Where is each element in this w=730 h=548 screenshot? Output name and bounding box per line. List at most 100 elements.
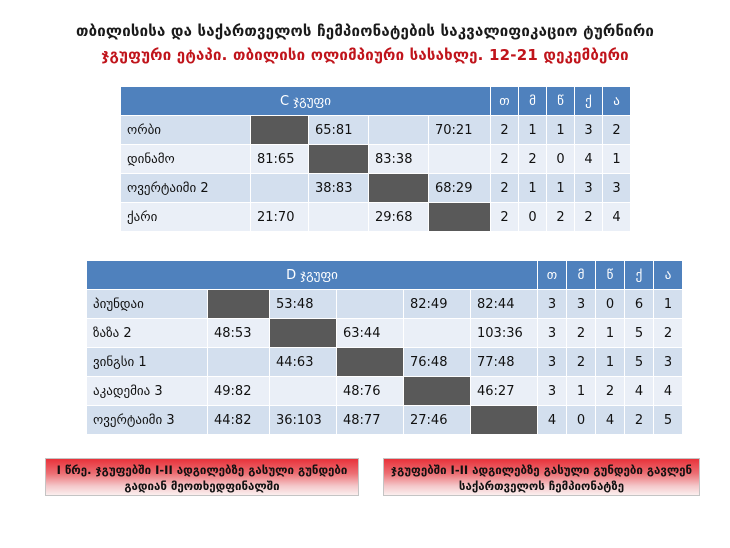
self-match-cell bbox=[250, 115, 309, 145]
stat-lost: 4 bbox=[595, 405, 625, 435]
stat-header-points: ქ bbox=[624, 260, 654, 290]
stat-won: 2 bbox=[566, 318, 596, 348]
score-cell: 27:46 bbox=[403, 405, 471, 435]
score-cell bbox=[403, 318, 471, 348]
stat-played: 2 bbox=[490, 173, 519, 203]
stat-header-place: ა bbox=[653, 260, 683, 290]
stat-place: 1 bbox=[653, 289, 683, 319]
stat-won: 2 bbox=[566, 347, 596, 377]
group-d-title: D ჯგუფი bbox=[86, 260, 538, 290]
stat-points: 3 bbox=[574, 115, 603, 145]
team-name: აკადემია 3 bbox=[86, 376, 208, 406]
score-cell: 65:81 bbox=[308, 115, 369, 145]
group-d-table: D ჯგუფი თ მ წ ქ ა პიუნდაი 53:48 82:49 82… bbox=[86, 260, 683, 435]
table-row: ვინგსი 1 44:63 76:48 77:48 3 2 1 5 3 bbox=[86, 347, 683, 377]
stat-header-points: ქ bbox=[574, 86, 603, 116]
self-match-cell bbox=[403, 376, 471, 406]
team-name: ქარი bbox=[120, 202, 251, 232]
table-row: ქარი 21:70 29:68 2 0 2 2 4 bbox=[120, 202, 631, 232]
stat-header-played: თ bbox=[537, 260, 567, 290]
stat-points: 2 bbox=[574, 202, 603, 232]
score-cell: 46:27 bbox=[470, 376, 538, 406]
stat-points: 2 bbox=[624, 405, 654, 435]
self-match-cell bbox=[308, 144, 369, 174]
note-quarterfinal: I წრე. ჯგუფებში I-II ადგილებზე გასული გუ… bbox=[45, 458, 359, 496]
score-cell: 29:68 bbox=[368, 202, 429, 232]
score-cell bbox=[308, 202, 369, 232]
score-cell: 83:38 bbox=[368, 144, 429, 174]
score-cell: 76:48 bbox=[403, 347, 471, 377]
stat-won: 0 bbox=[566, 405, 596, 435]
score-cell: 68:29 bbox=[428, 173, 491, 203]
stat-place: 2 bbox=[602, 115, 631, 145]
team-name: ოვერტაიმი 3 bbox=[86, 405, 208, 435]
stat-played: 3 bbox=[537, 318, 567, 348]
note-championship: ჯგუფებში I-II ადგილებზე გასული გუნდები გ… bbox=[383, 458, 700, 496]
table-row: პიუნდაი 53:48 82:49 82:44 3 3 0 6 1 bbox=[86, 289, 683, 319]
score-cell: 49:82 bbox=[207, 376, 270, 406]
score-cell bbox=[269, 376, 337, 406]
stat-played: 2 bbox=[490, 202, 519, 232]
score-cell bbox=[368, 115, 429, 145]
score-cell bbox=[250, 173, 309, 203]
table-row: ზაზა 2 48:53 63:44 103:36 3 2 1 5 2 bbox=[86, 318, 683, 348]
stat-lost: 2 bbox=[546, 202, 575, 232]
stat-won: 1 bbox=[566, 376, 596, 406]
stat-points: 4 bbox=[574, 144, 603, 174]
team-name: პიუნდაი bbox=[86, 289, 208, 319]
table-row: ორბი 65:81 70:21 2 1 1 3 2 bbox=[120, 115, 631, 145]
stat-points: 5 bbox=[624, 347, 654, 377]
table-row: დინამო 81:65 83:38 2 2 0 4 1 bbox=[120, 144, 631, 174]
stat-place: 5 bbox=[653, 405, 683, 435]
stat-played: 2 bbox=[490, 144, 519, 174]
stat-lost: 1 bbox=[546, 115, 575, 145]
stat-won: 3 bbox=[566, 289, 596, 319]
score-cell: 38:83 bbox=[308, 173, 369, 203]
score-cell bbox=[428, 144, 491, 174]
team-name: ოვერტაიმი 2 bbox=[120, 173, 251, 203]
stat-lost: 0 bbox=[595, 289, 625, 319]
score-cell: 44:82 bbox=[207, 405, 270, 435]
page-subtitle: ჯგუფური ეტაპი. თბილისი ოლიმპიური სასახლე… bbox=[101, 46, 629, 64]
stat-won: 0 bbox=[518, 202, 547, 232]
self-match-cell bbox=[207, 289, 270, 319]
score-cell: 44:63 bbox=[269, 347, 337, 377]
score-cell: 103:36 bbox=[470, 318, 538, 348]
group-c-header-row: C ჯგუფი თ მ წ ქ ა bbox=[120, 86, 631, 116]
stat-lost: 1 bbox=[595, 347, 625, 377]
self-match-cell bbox=[368, 173, 429, 203]
score-cell: 48:77 bbox=[336, 405, 404, 435]
stat-header-place: ა bbox=[602, 86, 631, 116]
score-cell bbox=[336, 289, 404, 319]
table-row: აკადემია 3 49:82 48:76 46:27 3 1 2 4 4 bbox=[86, 376, 683, 406]
stat-played: 3 bbox=[537, 376, 567, 406]
table-row: ოვერტაიმი 3 44:82 36:103 48:77 27:46 4 0… bbox=[86, 405, 683, 435]
score-cell: 63:44 bbox=[336, 318, 404, 348]
stat-played: 4 bbox=[537, 405, 567, 435]
self-match-cell bbox=[428, 202, 491, 232]
stat-header-lost: წ bbox=[546, 86, 575, 116]
stat-played: 3 bbox=[537, 347, 567, 377]
stat-won: 1 bbox=[518, 115, 547, 145]
team-name: დინამო bbox=[120, 144, 251, 174]
stat-won: 2 bbox=[518, 144, 547, 174]
score-cell: 36:103 bbox=[269, 405, 337, 435]
stat-header-played: თ bbox=[490, 86, 519, 116]
stat-header-won: მ bbox=[518, 86, 547, 116]
page-title: თბილისისა და საქართველოს ჩემპიონატების ს… bbox=[75, 22, 655, 40]
stat-played: 3 bbox=[537, 289, 567, 319]
stat-header-lost: წ bbox=[595, 260, 625, 290]
stat-lost: 0 bbox=[546, 144, 575, 174]
team-name: ვინგსი 1 bbox=[86, 347, 208, 377]
stat-header-won: მ bbox=[566, 260, 596, 290]
score-cell: 82:44 bbox=[470, 289, 538, 319]
self-match-cell bbox=[470, 405, 538, 435]
score-cell: 53:48 bbox=[269, 289, 337, 319]
team-name: ზაზა 2 bbox=[86, 318, 208, 348]
stat-place: 4 bbox=[602, 202, 631, 232]
group-c-title: C ჯგუფი bbox=[120, 86, 491, 116]
self-match-cell bbox=[269, 318, 337, 348]
score-cell: 70:21 bbox=[428, 115, 491, 145]
stat-place: 2 bbox=[653, 318, 683, 348]
score-cell: 81:65 bbox=[250, 144, 309, 174]
